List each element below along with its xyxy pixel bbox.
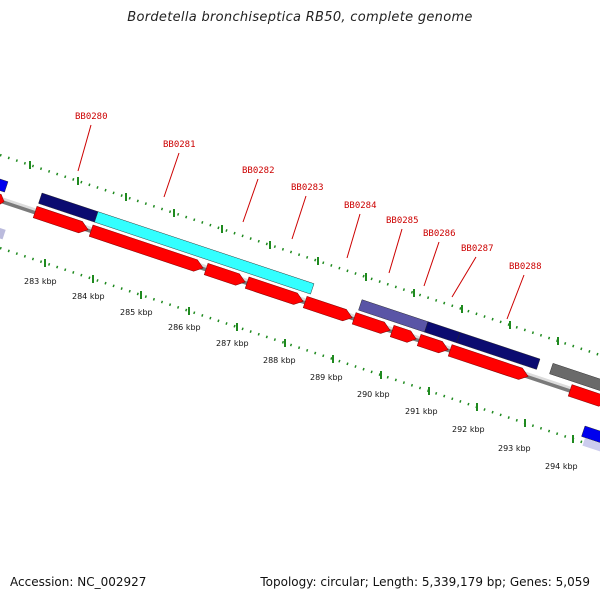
gene-label-bb0288: BB0288 bbox=[509, 262, 542, 272]
outer-tick-ring bbox=[0, 153, 600, 357]
kbp-label-283: 283 kbp bbox=[24, 277, 57, 286]
accession-text: Accession: NC_002927 bbox=[10, 575, 147, 589]
cds-arrow-bb0286 bbox=[389, 325, 417, 343]
kbp-label-293: 293 kbp bbox=[498, 444, 531, 453]
cds-arrow-bb0283 bbox=[244, 276, 304, 305]
gene-block-far-right bbox=[581, 425, 600, 446]
inner-major-ticks bbox=[44, 259, 574, 443]
edge-fragment-right bbox=[582, 438, 600, 452]
cds-arrow-bb0280 bbox=[32, 206, 89, 234]
gene-block-bb0281 bbox=[94, 211, 315, 295]
kbp-label-284: 284 kbp bbox=[72, 292, 105, 301]
gene-label-bb0281: BB0281 bbox=[163, 140, 196, 150]
edge-fragment-left bbox=[0, 228, 6, 240]
kbp-label-294: 294 kbp bbox=[545, 462, 578, 471]
gene-label-leaders bbox=[77, 124, 525, 320]
cds-arrow-bb0287 bbox=[416, 334, 449, 354]
kbp-label-288: 288 kbp bbox=[263, 356, 296, 365]
outer-major-ticks bbox=[29, 161, 559, 345]
cds-arrow-left-edge bbox=[0, 190, 5, 207]
kbp-label-290: 290 kbp bbox=[357, 390, 390, 399]
gene-label-bb0283: BB0283 bbox=[291, 183, 324, 193]
cds-arrow-bb0285 bbox=[351, 312, 391, 334]
kbp-label-289: 289 kbp bbox=[310, 373, 343, 382]
gene-label-bb0287: BB0287 bbox=[461, 244, 494, 254]
map-title: Bordetella bronchiseptica RB50, complete… bbox=[127, 10, 473, 25]
gene-block-bb0288 bbox=[456, 332, 541, 370]
gene-label-bb0285: BB0285 bbox=[386, 216, 419, 226]
gene-label-bb0280: BB0280 bbox=[75, 112, 108, 122]
gene-block-right-edge bbox=[549, 363, 600, 394]
cds-arrow-bb0282 bbox=[203, 263, 246, 286]
inner-dot-track bbox=[0, 246, 600, 450]
gene-label-bb0284: BB0284 bbox=[344, 201, 377, 211]
outer-dot-track bbox=[0, 153, 600, 357]
cds-arrow-bb0284 bbox=[302, 296, 353, 322]
kbp-label-287: 287 kbp bbox=[216, 339, 249, 348]
gene-features bbox=[0, 175, 600, 452]
cds-arrow-bb0281 bbox=[88, 224, 204, 272]
gene-label-bb0286: BB0286 bbox=[423, 229, 456, 239]
kbp-label-291: 291 kbp bbox=[405, 407, 438, 416]
kbp-labels: 283 kbp 284 kbp 285 kbp 286 kbp 287 kbp … bbox=[24, 277, 578, 471]
genome-stats-text: Topology: circular; Length: 5,339,179 bp… bbox=[260, 575, 590, 589]
gene-labels: BB0280 BB0281 BB0282 BB0283 BB0284 BB028… bbox=[75, 112, 542, 272]
inner-tick-ring bbox=[0, 246, 600, 450]
gene-label-bb0282: BB0282 bbox=[242, 166, 275, 176]
kbp-label-286: 286 kbp bbox=[168, 323, 201, 332]
gene-block-left-edge bbox=[0, 175, 9, 193]
kbp-label-285: 285 kbp bbox=[120, 308, 153, 317]
cds-arrow-right-edge bbox=[567, 384, 600, 407]
cds-arrow-bb0288 bbox=[447, 344, 529, 380]
kbp-label-292: 292 kbp bbox=[452, 425, 485, 434]
